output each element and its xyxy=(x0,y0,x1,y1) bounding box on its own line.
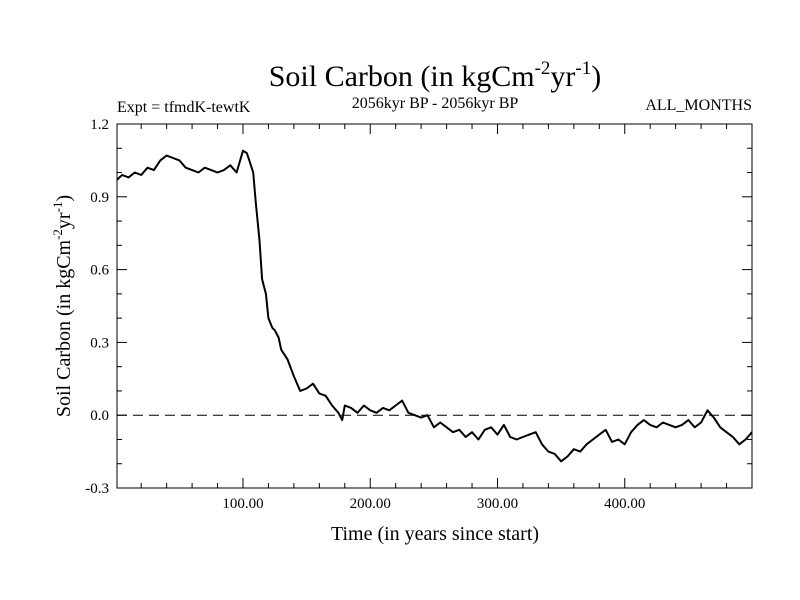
y-tick-label: 1.2 xyxy=(90,117,109,133)
x-tick-label: 100.00 xyxy=(222,496,263,512)
y-axis-ticks xyxy=(117,147,752,465)
y-tick-label: 0.3 xyxy=(90,335,109,351)
experiment-label: Expt = tfmdK-tewtK xyxy=(117,99,251,116)
x-axis-ticks xyxy=(140,124,728,488)
x-tick-label: 200.00 xyxy=(350,496,391,512)
months-label: ALL_MONTHS xyxy=(645,97,752,114)
time-range-label: 2056kyr BP - 2056kyr BP xyxy=(352,95,519,112)
y-tick-label: 0.0 xyxy=(90,408,109,424)
chart-title: Soil Carbon (in kgCm-2yr-1) xyxy=(269,58,602,93)
y-axis-tick-labels: -0.3 0.0 0.3 0.6 0.9 1.2 xyxy=(85,117,109,497)
plot-frame xyxy=(116,123,753,489)
y-tick-label: 0.6 xyxy=(90,263,109,279)
y-tick-label: -0.3 xyxy=(85,481,109,497)
x-axis-tick-labels: 100.00 200.00 300.00 400.00 xyxy=(222,496,645,512)
y-axis-title: Soil Carbon (in kgCm-2yr-1) xyxy=(50,195,75,417)
soil-carbon-series-line xyxy=(116,149,753,463)
x-tick-label: 300.00 xyxy=(477,496,518,512)
x-axis-title: Time (in years since start) xyxy=(331,523,539,545)
y-tick-label: 0.9 xyxy=(90,190,109,206)
x-tick-label: 400.00 xyxy=(604,496,645,512)
